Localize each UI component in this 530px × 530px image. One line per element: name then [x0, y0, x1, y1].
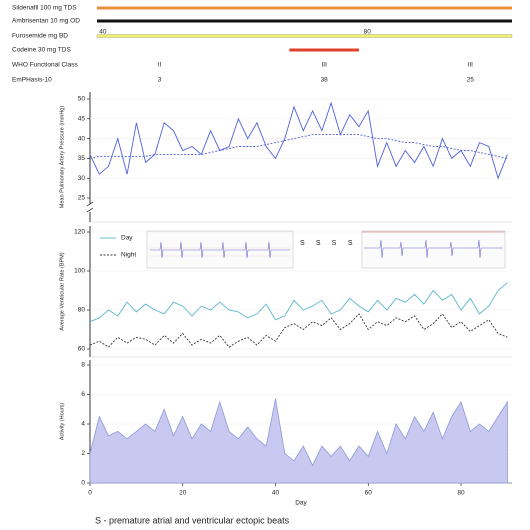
score-value: 3: [158, 77, 162, 84]
y-tick-label: 2: [81, 450, 85, 457]
x-tick-label: 20: [179, 490, 187, 497]
ecg-inset: [147, 231, 505, 268]
medication-bar: [97, 20, 512, 23]
line: [90, 103, 507, 178]
score-value: III: [468, 62, 474, 69]
y-tick-label: 50: [78, 96, 86, 103]
y-tick-label: 30: [78, 175, 86, 182]
score-value: II: [158, 62, 162, 69]
x-tick-label: 40: [272, 490, 280, 497]
score-value: III: [321, 62, 327, 69]
y-tick-label: 6: [81, 391, 85, 398]
x-axis-label: Day: [295, 500, 307, 507]
line: [90, 314, 507, 347]
legend-label: Night: [121, 252, 136, 259]
chart: Sildenafil 100 mg TDS Ambrisentan 10 mg O…: [0, 0, 530, 530]
y-tick-label: 25: [78, 195, 86, 202]
y-tick-label: 8: [81, 362, 85, 369]
y-tick-label: 120: [74, 229, 85, 236]
y-axis-label: Average Ventricular Rate (BPM): [59, 252, 65, 330]
y-tick-label: 45: [78, 116, 86, 123]
footnote: S - premature atrial and ventricular ect…: [95, 515, 290, 525]
y-tick-label: 40: [78, 135, 86, 142]
x-tick-label: 60: [365, 490, 373, 497]
medication-bar: [97, 35, 512, 38]
annotation: S: [348, 240, 353, 247]
y-axis-label: Mean Pulmonary Artery Pressure (mmHg): [59, 106, 65, 209]
medication-label: Sildenafil 100 mg TDS: [12, 5, 77, 12]
line: [90, 283, 507, 322]
score-value: 25: [467, 77, 475, 84]
dose-label: 80: [364, 29, 372, 36]
medication-label: Codeine 30 mg TDS: [12, 47, 71, 54]
medication-bar: [97, 7, 512, 10]
y-tick-label: 80: [78, 307, 86, 314]
y-tick-label: 4: [81, 421, 85, 428]
y-tick-label: 100: [74, 268, 85, 275]
area: [90, 399, 507, 483]
x-tick-label: 0: [88, 490, 92, 497]
score-value: 38: [321, 77, 329, 84]
page: Sildenafil 100 mg TDS Ambrisentan 10 mg O…: [0, 0, 530, 530]
annotation: S: [300, 240, 305, 247]
annotation: S: [316, 240, 321, 247]
y-tick-label: 60: [78, 346, 86, 353]
medication-label: Furosemide mg BD: [12, 33, 68, 40]
y-tick-label: 0: [81, 480, 85, 487]
y-axis-label: Activity (Hours): [59, 403, 65, 440]
dose-label: 40: [99, 29, 107, 36]
medication-bar: [289, 49, 359, 52]
legend-box: [96, 232, 144, 262]
x-tick-label: 80: [457, 490, 465, 497]
y-tick-label: 35: [78, 155, 86, 162]
score-label: WHO Functional Class: [12, 62, 78, 69]
legend-label: Day: [121, 235, 133, 242]
medication-label: Ambrisentan 10 mg OD: [12, 18, 80, 25]
annotation: S: [332, 240, 337, 247]
score-label: EmPHasis-10: [12, 77, 52, 84]
line: [90, 135, 507, 159]
